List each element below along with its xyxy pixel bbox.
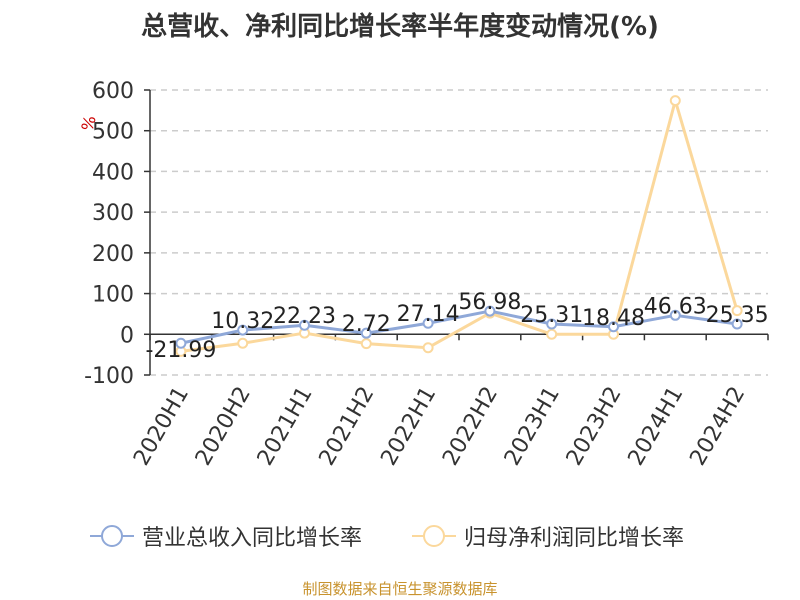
legend-item-profit[interactable]: 归母净利润同比增长率 — [412, 520, 684, 552]
y-tick-label: 0 — [120, 323, 134, 348]
revenue-data-label: 25.31 — [520, 303, 583, 328]
y-tick-label: -100 — [84, 364, 134, 389]
y-tick-label: 600 — [92, 79, 134, 104]
y-tick-label: 500 — [92, 120, 134, 145]
revenue-data-label: 22.23 — [273, 304, 336, 329]
revenue-point — [608, 321, 619, 333]
revenue-data-label: 10.32 — [211, 309, 274, 334]
revenue-point — [731, 318, 743, 330]
revenue-data-label: 56.98 — [458, 290, 521, 315]
revenue-data-label: 18.48 — [582, 306, 645, 331]
x-tick-label: 2022H1 — [376, 382, 441, 469]
x-tick-label: 2023H2 — [562, 383, 627, 470]
profit-point — [669, 95, 681, 107]
y-axis-unit-label: % — [78, 113, 100, 133]
y-tick-label: 300 — [92, 201, 134, 226]
x-tick-label: 2021H1 — [253, 383, 318, 470]
profit-series-line — [180, 99, 739, 353]
revenue-data-label: 25.35 — [706, 303, 769, 328]
revenue-point — [546, 318, 558, 330]
revenue-data-label: -21.99 — [145, 338, 216, 363]
x-tick-label: 2024H1 — [624, 383, 689, 470]
source-note: 制图数据来自恒生聚源数据库 — [302, 580, 498, 598]
legend-profit-marker-icon — [412, 524, 456, 548]
chart-title: 总营收、净利同比增长率半年度变动情况(%) — [141, 12, 659, 42]
revenue-point — [360, 327, 372, 339]
y-tick-label: 400 — [92, 160, 134, 185]
x-tick-label: 2020H2 — [191, 383, 256, 470]
revenue-point — [484, 305, 496, 317]
profit-point — [360, 338, 372, 350]
revenue-point — [237, 324, 249, 336]
revenue-data-label: 46.63 — [644, 294, 707, 319]
x-tick-label: 2024H2 — [685, 383, 750, 470]
revenue-series-line — [180, 309, 738, 345]
profit-point — [731, 305, 743, 317]
legend-revenue-label: 营业总收入同比增长率 — [142, 526, 363, 551]
y-tick-label: 200 — [92, 242, 134, 267]
legend-revenue-marker-icon — [90, 524, 134, 548]
revenue-point — [175, 337, 187, 349]
profit-point — [546, 328, 558, 340]
x-tick-label: 2023H1 — [500, 383, 565, 470]
x-tick-label: 2020H1 — [129, 383, 194, 470]
y-tick-label: 100 — [92, 283, 134, 308]
revenue-point — [299, 319, 310, 331]
profit-point — [422, 342, 434, 354]
revenue-data-label: 27.14 — [397, 302, 460, 327]
profit-point — [237, 337, 249, 349]
revenue-point — [669, 309, 681, 321]
revenue-data-label: 2.72 — [342, 312, 391, 337]
revenue-point — [422, 317, 434, 329]
legend-profit-label: 归母净利润同比增长率 — [464, 526, 685, 551]
x-tick-label: 2022H2 — [438, 383, 503, 470]
legend-item-revenue[interactable]: 营业总收入同比增长率 — [90, 520, 362, 552]
x-tick-label: 2021H2 — [315, 383, 380, 470]
